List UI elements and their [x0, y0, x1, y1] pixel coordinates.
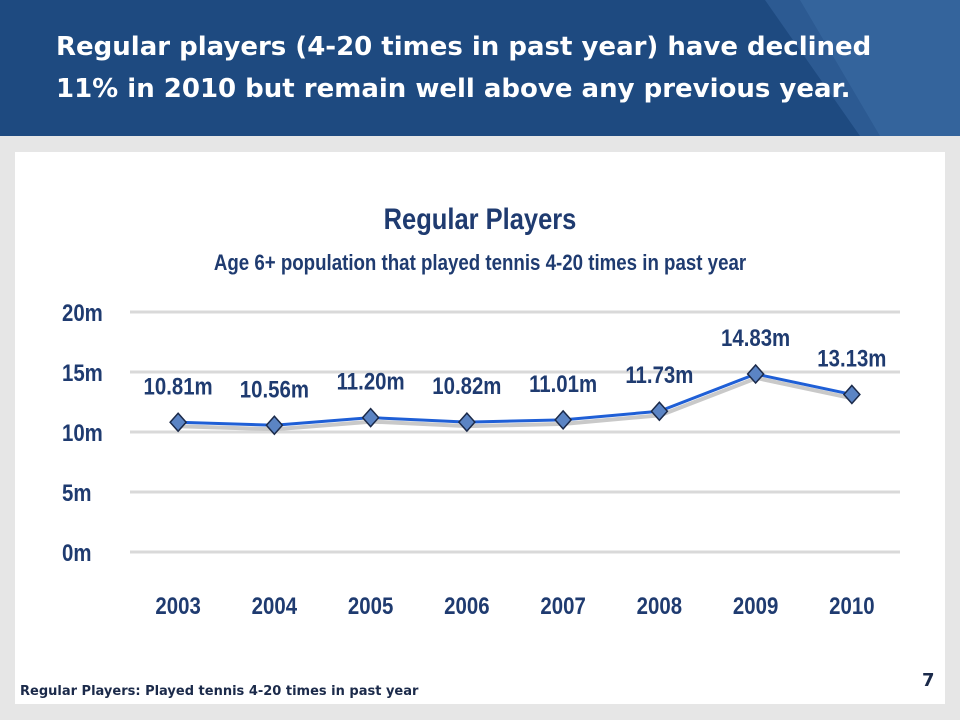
data-marker [746, 363, 765, 385]
data-label: 14.83m [721, 324, 790, 351]
data-label: 10.82m [432, 373, 501, 400]
slide-title: Regular players (4-20 times in past year… [56, 32, 872, 104]
y-tick-label: 5m [62, 479, 91, 506]
data-marker [554, 409, 573, 431]
x-axis-ticks: 2003 2004 2005 2006 2007 2008 2009 2010 [155, 592, 874, 619]
data-label: 11.01m [529, 370, 597, 397]
x-tick-label: 2010 [829, 592, 874, 619]
data-label: 13.13m [817, 345, 886, 372]
data-marker [361, 407, 380, 428]
y-tick-label: 10m [62, 419, 103, 446]
line-chart: Regular Players Age 6+ population that p… [62, 202, 900, 619]
data-marker [169, 412, 188, 433]
data-label: 10.56m [240, 376, 309, 403]
x-tick-label: 2008 [637, 592, 682, 619]
data-label: 11.73m [625, 362, 693, 389]
data-label: 11.20m [337, 368, 405, 395]
data-marker [457, 412, 476, 433]
y-tick-label: 15m [62, 359, 103, 386]
series-line [178, 372, 854, 432]
chart-title: Regular Players [384, 202, 577, 235]
data-marker [650, 401, 669, 422]
y-tick-label: 20m [62, 299, 103, 326]
x-tick-label: 2009 [733, 592, 778, 619]
series-line-shadow [179, 375, 854, 432]
x-tick-label: 2006 [444, 592, 489, 619]
data-marker [265, 415, 284, 436]
x-tick-label: 2004 [252, 592, 298, 619]
x-tick-label: 2007 [540, 592, 585, 619]
chart-panel: Regular Players Age 6+ population that p… [15, 152, 945, 704]
footnote: Regular Players: Played tennis 4-20 time… [20, 684, 419, 699]
page-number: 7 [922, 670, 935, 691]
data-labels: 10.81m 10.56m 11.20m 10.82m 11.01m 11.73m 14.8… [144, 324, 887, 402]
series-line-path [178, 372, 853, 427]
x-tick-label: 2003 [155, 592, 200, 619]
y-axis-ticks: 0m 5m 10m 15m 20m [62, 299, 103, 566]
x-tick-label: 2005 [348, 592, 393, 619]
data-markers [169, 363, 861, 436]
data-label: 10.81m [144, 373, 213, 400]
slide-header: Regular players (4-20 times in past year… [0, 0, 960, 136]
gridlines [130, 310, 900, 554]
y-tick-label: 0m [62, 539, 91, 566]
header-decoration [765, 0, 960, 136]
data-marker [842, 384, 861, 405]
chart-subtitle: Age 6+ population that played tennis 4-2… [214, 252, 746, 276]
